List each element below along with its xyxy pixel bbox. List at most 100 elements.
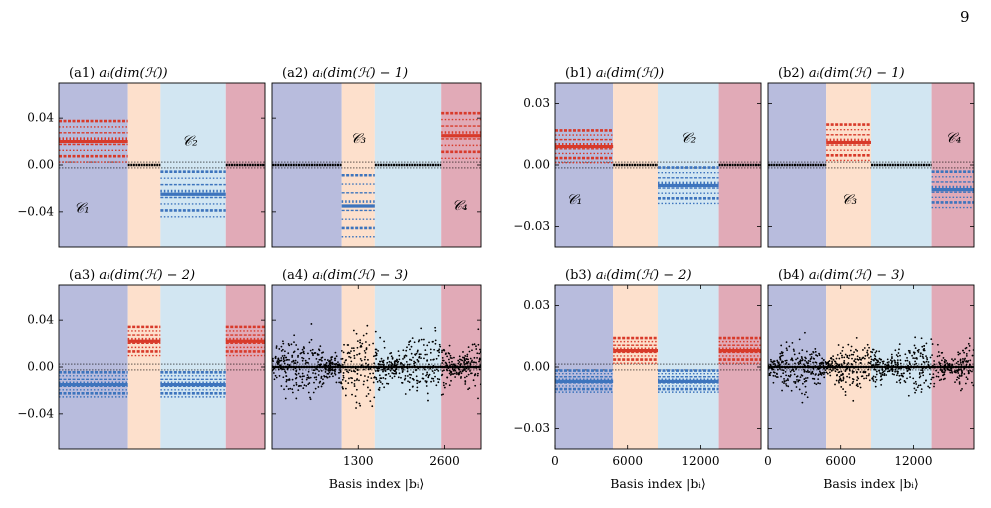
- data-point: [316, 353, 319, 355]
- data-point: [856, 350, 859, 352]
- data-point: [842, 377, 845, 380]
- data-point: [351, 347, 353, 349]
- data-point: [944, 363, 947, 366]
- data-point: [308, 377, 310, 379]
- data-point: [781, 352, 784, 355]
- data-point: [886, 370, 889, 373]
- data-point: [417, 340, 420, 343]
- data-point: [922, 349, 925, 352]
- data-point: [459, 358, 461, 361]
- data-point: [931, 354, 933, 357]
- data-point: [302, 346, 305, 348]
- data-point: [785, 384, 788, 387]
- data-point: [404, 375, 407, 377]
- data-point: [284, 397, 287, 400]
- data-point: [966, 378, 969, 380]
- data-point: [474, 373, 477, 375]
- data-point: [478, 368, 481, 371]
- data-point: [795, 368, 798, 370]
- data-point: [420, 327, 423, 330]
- data-point: [400, 376, 402, 379]
- data-point: [343, 343, 345, 346]
- data-point: [902, 375, 904, 378]
- data-point: [285, 385, 288, 388]
- data-point: [289, 387, 292, 390]
- data-point: [454, 369, 457, 372]
- data-point: [448, 344, 451, 347]
- data-point: [397, 350, 400, 353]
- data-point: [854, 361, 857, 364]
- data-point: [390, 352, 393, 354]
- plot-area: [59, 285, 265, 449]
- y-tick-label: 0.00: [27, 158, 54, 172]
- data-point: [285, 356, 287, 359]
- data-point: [311, 352, 314, 354]
- data-point: [386, 368, 389, 371]
- data-point: [780, 375, 782, 378]
- data-point: [793, 380, 795, 383]
- data-point: [937, 371, 940, 374]
- data-point: [801, 392, 803, 395]
- data-point: [957, 360, 959, 363]
- sector-region: [555, 83, 614, 247]
- x-tick-label: 12000: [894, 454, 932, 468]
- data-point: [849, 349, 852, 352]
- data-point: [376, 380, 379, 383]
- data-point: [794, 362, 796, 365]
- sector-region: [127, 285, 161, 449]
- data-point: [448, 372, 451, 375]
- data-point: [848, 354, 851, 357]
- data-point: [896, 359, 899, 362]
- data-point: [374, 354, 377, 357]
- data-point: [356, 346, 359, 349]
- data-point: [851, 357, 853, 360]
- data-point: [386, 357, 389, 360]
- data-point: [478, 357, 481, 360]
- data-point: [829, 374, 832, 377]
- panel-formula: aᵢ(dim(ℋ) − 2): [99, 268, 195, 283]
- data-point: [884, 363, 887, 366]
- sector-region: [555, 285, 614, 449]
- data-point: [946, 367, 949, 370]
- data-point: [862, 349, 864, 351]
- data-point: [785, 359, 788, 362]
- data-point: [301, 378, 304, 381]
- data-point: [920, 369, 922, 372]
- data-point: [441, 373, 444, 376]
- data-point: [410, 359, 413, 362]
- data-point: [355, 401, 358, 404]
- data-point: [420, 357, 422, 360]
- sector-region: [59, 83, 128, 247]
- data-point: [897, 363, 900, 366]
- data-point: [463, 357, 466, 360]
- data-point: [917, 351, 920, 353]
- data-point: [417, 360, 420, 363]
- data-point: [305, 384, 308, 387]
- data-point: [859, 362, 862, 364]
- data-point: [885, 374, 888, 376]
- data-point: [779, 368, 781, 370]
- data-point: [406, 363, 409, 366]
- data-point: [779, 357, 782, 360]
- data-point: [368, 344, 371, 346]
- data-point: [451, 360, 453, 363]
- data-point: [927, 364, 930, 367]
- data-point: [772, 374, 775, 377]
- data-point: [291, 356, 294, 358]
- data-point: [842, 346, 844, 349]
- data-point: [393, 362, 396, 365]
- data-point: [275, 345, 278, 348]
- data-point: [838, 381, 840, 384]
- plot-area: [555, 285, 761, 449]
- data-point: [803, 393, 806, 396]
- data-point: [280, 349, 283, 352]
- data-point: [418, 353, 421, 356]
- data-point: [359, 404, 362, 407]
- data-point: [446, 355, 449, 358]
- data-point: [459, 377, 462, 379]
- data-point: [841, 349, 844, 352]
- data-point: [441, 351, 443, 354]
- data-point: [793, 373, 796, 376]
- data-point: [275, 376, 278, 379]
- data-point: [890, 362, 893, 365]
